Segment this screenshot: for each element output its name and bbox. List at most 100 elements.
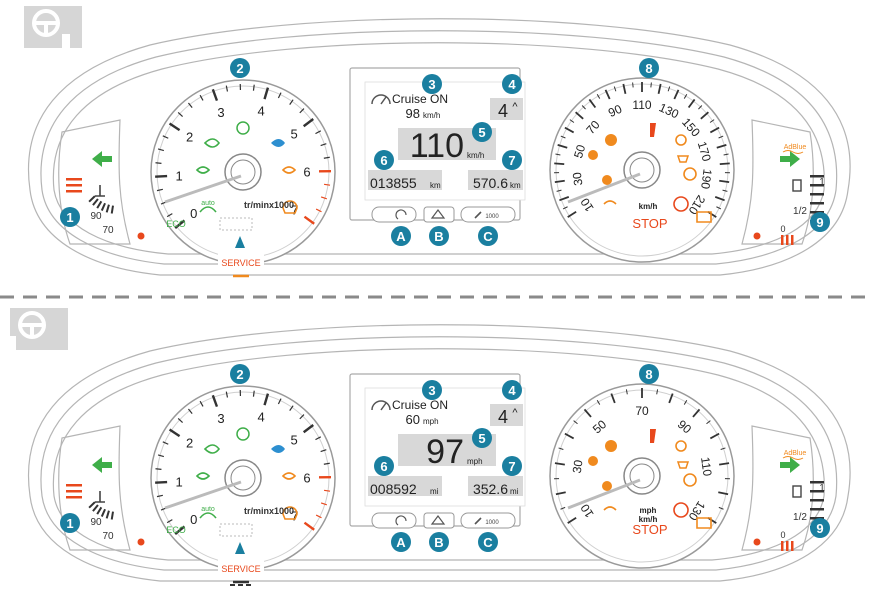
cruise-status-label: Cruise ON	[392, 92, 448, 106]
speedo-needle	[567, 478, 641, 510]
tach-needle	[164, 480, 242, 510]
trip-value: 352.6	[473, 481, 508, 497]
speedo-tick	[709, 432, 720, 440]
tach-tick	[187, 408, 193, 415]
fuel-warning-dot	[753, 538, 761, 546]
callout-a-label: A	[396, 535, 406, 550]
traction-icon	[676, 155, 690, 163]
tach-label-5: 5	[290, 432, 297, 447]
button-a-shape	[371, 206, 417, 223]
speedo-tick	[596, 94, 601, 99]
callout-5-circle	[472, 428, 492, 448]
tach-tick	[155, 174, 168, 178]
digital-speed-value: 110	[410, 127, 464, 165]
temp-tick	[88, 195, 96, 203]
temp-tick	[105, 510, 110, 519]
speedo-unit-mph: mph	[640, 506, 657, 515]
callout-2-label: 2	[236, 61, 243, 76]
callout-4-circle	[502, 380, 522, 400]
button-b-shape	[423, 206, 455, 223]
callout-a-label: A	[396, 229, 406, 244]
tach-tick	[211, 88, 219, 102]
abs-icon	[683, 167, 697, 181]
speedo-tick	[692, 408, 701, 418]
speedo-tick	[573, 420, 578, 425]
speedo-tick	[632, 82, 634, 88]
callout-c-label: C	[483, 535, 493, 550]
fuel-pump-icon	[792, 485, 802, 498]
temp-red-bar	[66, 484, 82, 487]
button-c-label: 1000	[485, 214, 499, 220]
callout-8-circle	[639, 364, 659, 384]
speedo-tick	[581, 105, 586, 110]
tach-tick	[166, 213, 173, 218]
cruise-speed-unit: km/h	[423, 111, 440, 120]
tach-tick	[155, 468, 162, 470]
stop-warning-label: STOP	[632, 522, 667, 537]
callout-3-label: 3	[428, 383, 435, 398]
button-a-shape	[371, 512, 417, 529]
tach-tick	[225, 85, 229, 92]
main-beam-icon	[271, 139, 285, 147]
tach-tick	[174, 525, 186, 536]
tach-tick	[156, 188, 163, 192]
tach-tick	[155, 162, 162, 164]
tach-tick	[303, 215, 315, 225]
callout-2-circle	[230, 58, 250, 78]
temp-tick	[100, 202, 106, 211]
speedo-hub-inner	[629, 463, 655, 489]
speedo-tick	[683, 94, 688, 99]
speedo-tick	[718, 135, 724, 139]
dash-outline-1	[40, 336, 838, 571]
speedo-tick	[723, 153, 729, 156]
callout-7-circle	[502, 150, 522, 170]
temp-90-label: 90	[90, 211, 102, 222]
callout-7-label: 7	[508, 459, 515, 474]
tach-tick	[315, 130, 322, 135]
airbag-front-icon	[602, 175, 612, 185]
callout-b-circle	[429, 226, 449, 246]
fuel-red-bar	[781, 235, 784, 245]
speedo-tick	[567, 517, 577, 524]
speedo-hub-inner	[629, 157, 655, 183]
coolant-temp-icon	[95, 185, 105, 197]
cruise-control-icon	[371, 94, 391, 105]
tach-label-3: 3	[217, 411, 224, 426]
callout-9-circle	[810, 212, 830, 232]
dipped-beam-icon	[203, 444, 221, 454]
tach-tick	[315, 208, 322, 213]
callout-9-label: 9	[816, 521, 823, 536]
adblue-label: AdBlue	[784, 450, 807, 457]
speedo-tick	[698, 105, 703, 110]
tach-label-6: 6	[303, 470, 310, 485]
seatbelt-icon	[650, 123, 656, 137]
tach-tick	[166, 519, 173, 524]
fuel-red-bar	[786, 541, 789, 551]
speedo-unit-kmh: km/h	[639, 515, 658, 524]
cruise-speed-value: 98	[406, 106, 420, 121]
cruise-status-label: Cruise ON	[392, 398, 448, 412]
front-fog-icon	[195, 472, 211, 480]
auto-wiper-label: auto	[201, 506, 215, 513]
gear-value: 4	[498, 101, 508, 121]
tach-tick	[277, 398, 282, 405]
tach-label-2: 2	[186, 436, 193, 451]
rear-fog-icon	[281, 472, 297, 480]
tach-tick	[299, 108, 305, 114]
speedo-tick	[567, 211, 577, 218]
fuel-tick	[810, 175, 824, 178]
speedo-tick	[716, 144, 727, 149]
service-pointer-icon	[235, 542, 245, 554]
dash-outline-1	[40, 30, 838, 265]
callout-4-label: 4	[508, 77, 516, 92]
tach-tick	[315, 436, 322, 441]
tach-tick	[252, 390, 255, 397]
front-fog-icon	[195, 166, 211, 174]
sidelights-icon	[236, 121, 250, 135]
fuel-tick	[810, 193, 824, 196]
esp-icon	[675, 134, 687, 146]
cruise-speed-unit: mph	[423, 417, 439, 426]
fuel-tick	[810, 184, 824, 187]
